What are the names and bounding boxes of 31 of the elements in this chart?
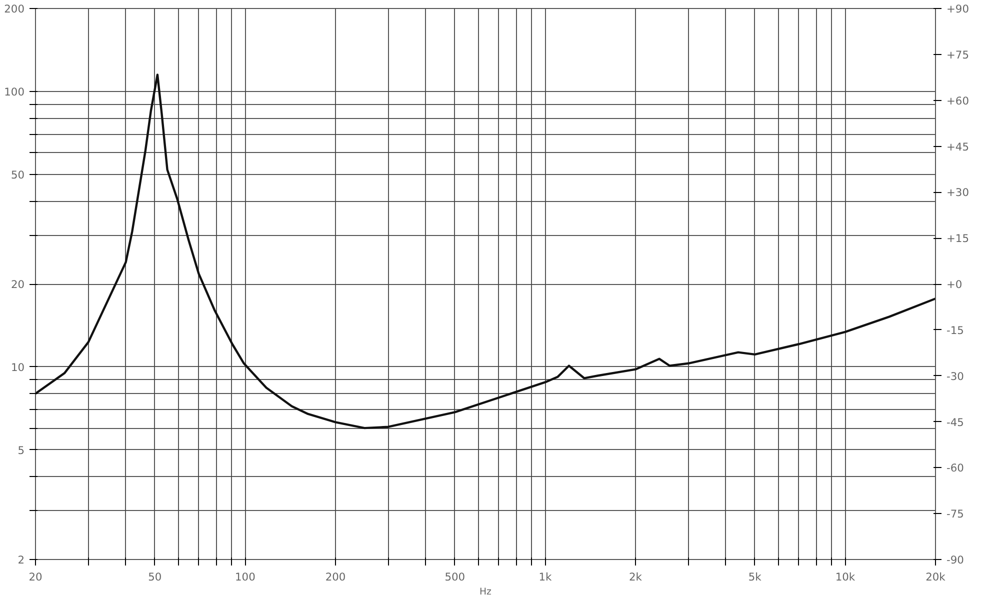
x-axis-title: Hz	[480, 586, 492, 598]
y-tick-label: 2	[18, 554, 24, 566]
x-tick-label: 10k	[835, 570, 856, 584]
x-tick-label: 50	[148, 570, 162, 584]
y-tick-label: 5	[18, 444, 24, 457]
y-tick-label: 100	[4, 85, 25, 98]
y2-tick-label: +15	[946, 232, 969, 246]
y2-tick-label: +75	[946, 48, 969, 62]
x-tick-label: 100	[235, 570, 256, 584]
y2-tick-label: +60	[946, 94, 970, 108]
y-tick-label: 50	[10, 168, 25, 182]
y2-tick-label: +30	[946, 186, 970, 200]
x-tick-label: 20k	[926, 570, 946, 584]
y2-tick-label: -75	[946, 508, 964, 521]
y2-tick-label: +90	[946, 2, 970, 16]
y2-tick-label: +0	[946, 278, 962, 291]
y2-tick-label: -15	[946, 324, 964, 337]
x-tick-label: 1k	[538, 570, 552, 584]
y2-tick-label: +45	[946, 140, 969, 154]
y-tick-label: 10	[10, 360, 25, 374]
y2-tick-label: -30	[946, 370, 964, 383]
x-tick-label: 500	[444, 570, 466, 584]
y-tick-label: 20	[10, 278, 25, 291]
x-tick-label: 5k	[748, 570, 762, 584]
x-tick-label: 200	[325, 570, 346, 584]
x-tick-label: 20	[28, 570, 42, 584]
y2-tick-label: -45	[946, 416, 964, 429]
y-tick-label: 200	[4, 2, 25, 16]
x-tick-label: 2k	[629, 570, 643, 584]
y2-tick-label: -60	[946, 462, 964, 475]
y2-tick-label: -90	[946, 554, 964, 566]
